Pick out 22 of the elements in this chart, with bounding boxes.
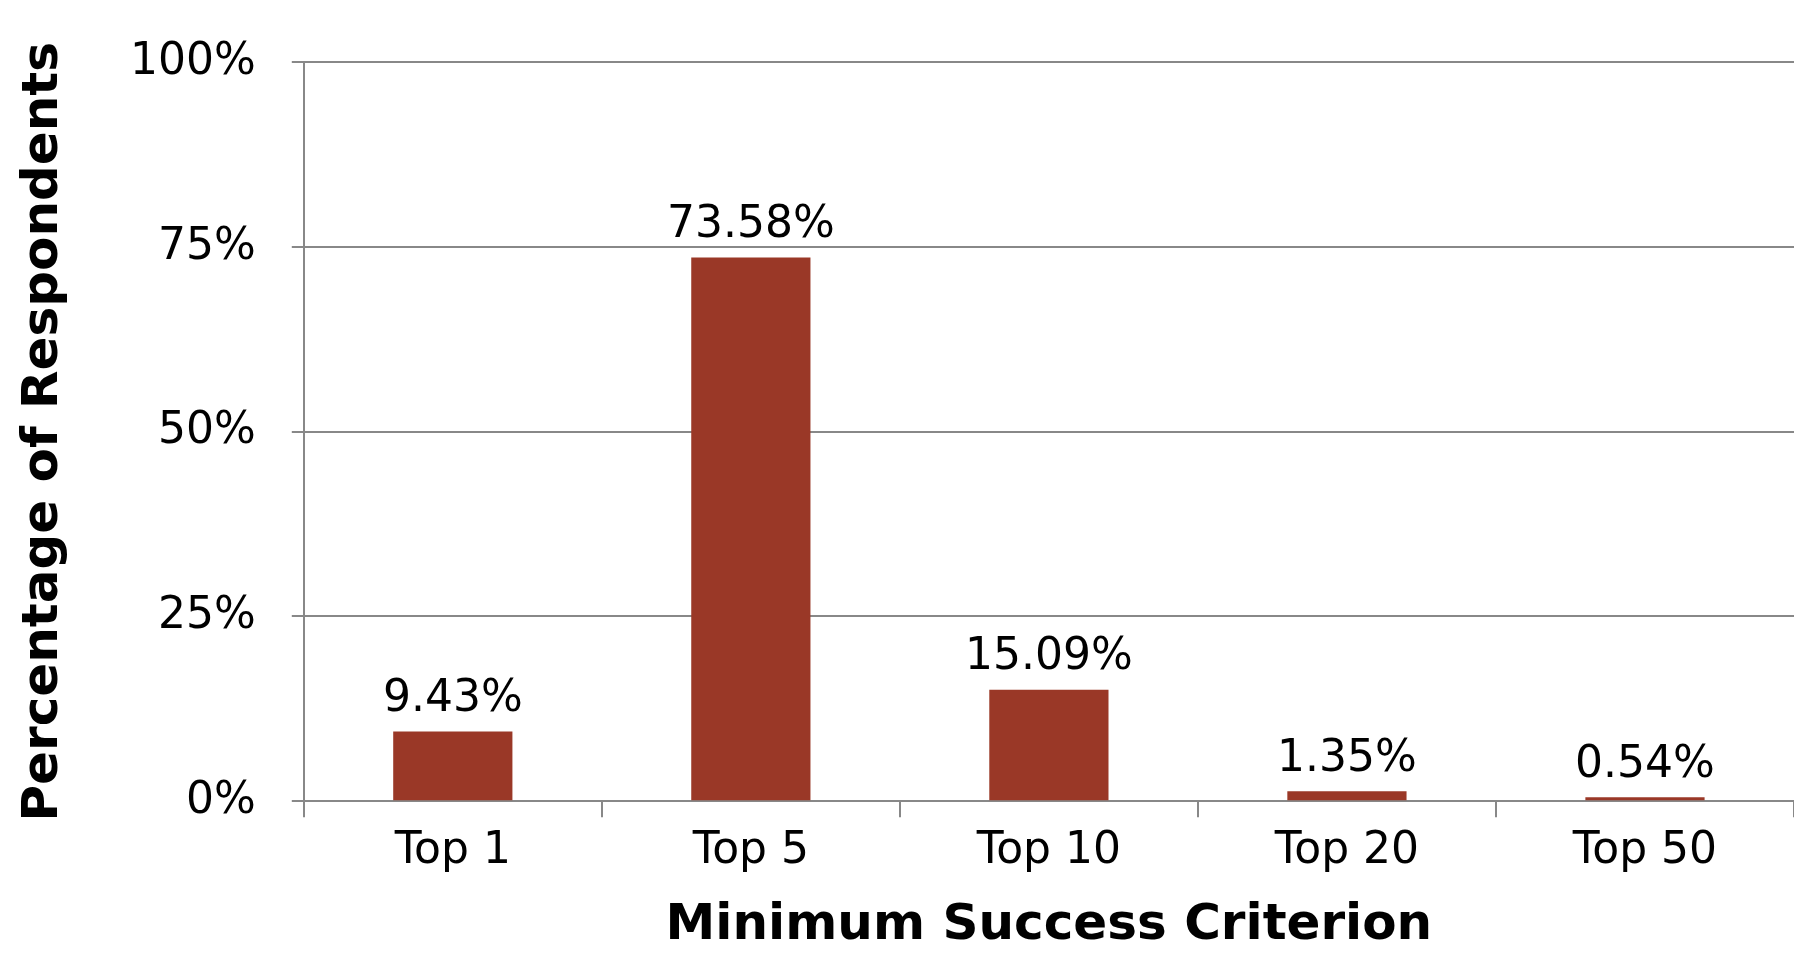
data-label: 15.09% xyxy=(965,628,1133,680)
data-label: 0.54% xyxy=(1575,735,1715,787)
x-tick-label: Top 20 xyxy=(1273,822,1420,874)
data-label: 73.58% xyxy=(666,196,835,248)
y-tick-label: 50% xyxy=(157,402,256,454)
x-tick-label: Top 5 xyxy=(691,822,809,874)
y-tick-label: 100% xyxy=(129,32,256,84)
y-axis-title: Percentage of Respondents xyxy=(10,42,69,822)
x-tick-label: Top 10 xyxy=(975,822,1122,874)
x-tick-label: Top 1 xyxy=(393,822,511,874)
x-tick-label: Top 50 xyxy=(1571,822,1718,874)
bar xyxy=(989,689,1109,801)
x-axis-title: Minimum Success Criterion xyxy=(665,892,1433,951)
y-tick-label: 25% xyxy=(157,586,256,638)
y-tick-label: 75% xyxy=(157,217,256,269)
data-label: 1.35% xyxy=(1277,729,1417,781)
bar xyxy=(393,731,513,801)
y-tick-label: 0% xyxy=(185,771,256,823)
bar xyxy=(1585,797,1705,801)
bar xyxy=(691,257,811,801)
data-label: 9.43% xyxy=(382,669,523,721)
bar xyxy=(1287,791,1407,801)
